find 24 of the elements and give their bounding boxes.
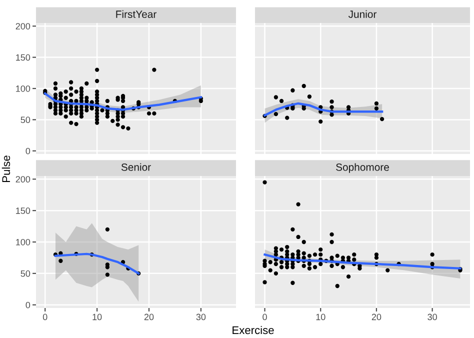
x-tick-label: 10 [316, 314, 326, 320]
chart-title: Senior [121, 163, 151, 171]
y-tick-label: 0 [26, 148, 30, 154]
y-tick-label: 100 [16, 238, 30, 246]
x-tick-label: 10 [92, 314, 102, 320]
y-axis-title: Pulse [2, 156, 10, 182]
chart-title: Junior [348, 10, 377, 18]
x-axis-title: Exercise [232, 326, 274, 334]
chart-title: FirstYear [116, 10, 156, 18]
y-tick-label: 150 [16, 54, 30, 61]
y-tick-label: 0 [26, 302, 30, 308]
x-tick-label: 0 [42, 314, 48, 320]
x-tick-label: 20 [144, 314, 154, 320]
x-tick-label: 0 [262, 314, 267, 320]
y-tick-label: 150 [16, 208, 30, 214]
x-tick-label: 20 [372, 314, 382, 320]
y-tick-label: 200 [16, 176, 30, 183]
x-tick-label: 30 [196, 314, 206, 320]
y-tick-label: 200 [16, 23, 30, 30]
y-tick-label: 100 [16, 85, 30, 92]
chart-title: Sophomore [336, 163, 389, 173]
y-tick-label: 50 [20, 116, 30, 124]
y-tick-label: 50 [20, 270, 30, 277]
x-tick-label: 30 [428, 314, 437, 320]
